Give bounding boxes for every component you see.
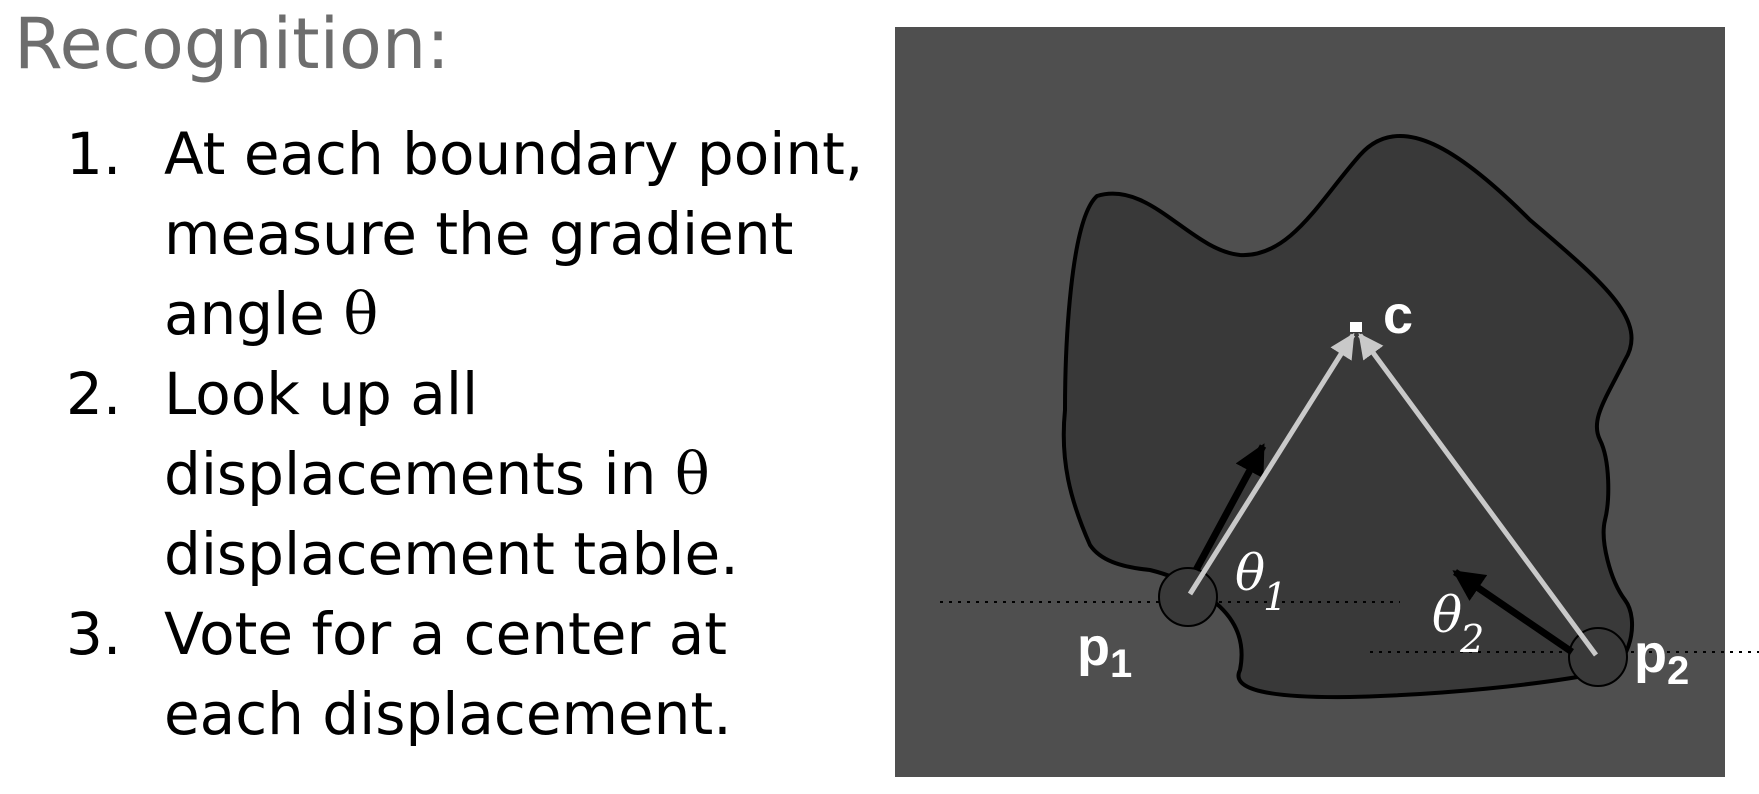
p1-label: p1 <box>1077 617 1132 686</box>
step-number: 2. <box>66 360 122 428</box>
step-text-line: each displacement. <box>164 680 732 748</box>
theta-symbol: θ <box>343 280 379 348</box>
recognition-steps: 1. At each boundary point, measure the g… <box>66 114 863 754</box>
step-text-line: Look up all <box>164 360 479 428</box>
step-text-line: angle <box>164 280 344 348</box>
theta1-label: θ1 <box>1235 544 1287 619</box>
step-2: 2. Look up all displacements in θ displa… <box>66 354 863 594</box>
slide-title: Recognition: <box>14 3 450 85</box>
theta-symbol: θ <box>674 440 710 508</box>
p2-circle <box>1568 627 1628 687</box>
step-3: 3. Vote for a center at each displacemen… <box>66 594 863 754</box>
gradient-arrow-p2 <box>1452 569 1574 655</box>
gradient-arrow-p1 <box>1192 443 1267 572</box>
center-label: c <box>1383 285 1413 345</box>
center-point <box>1350 322 1362 332</box>
step-text-line: displacement table. <box>164 520 739 588</box>
p2-label: p2 <box>1634 624 1689 693</box>
step-text-line: displacements in <box>164 440 675 508</box>
step-1: 1. At each boundary point, measure the g… <box>66 114 863 354</box>
step-text-line: At each boundary point, <box>164 120 864 188</box>
theta2-label: θ2 <box>1432 586 1484 661</box>
displacement-arrow-p1 <box>1187 332 1356 596</box>
step-number: 3. <box>66 600 122 668</box>
step-number: 1. <box>66 120 122 188</box>
step-text-line: Vote for a center at <box>164 600 728 668</box>
p1-circle <box>1158 567 1218 627</box>
step-text-line: measure the gradient <box>164 200 794 268</box>
displacement-arrow-p2 <box>1357 332 1599 657</box>
